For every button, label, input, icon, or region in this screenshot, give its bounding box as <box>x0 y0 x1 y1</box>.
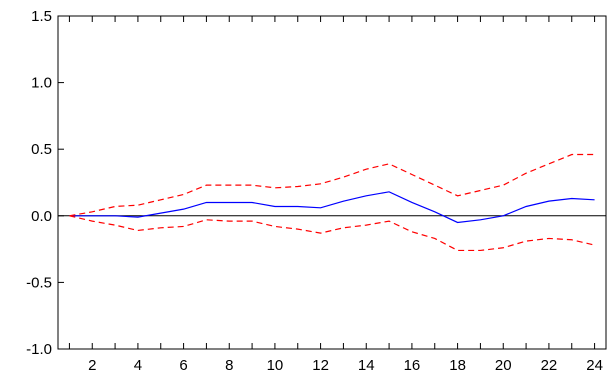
y-tick-label: 0.5 <box>31 141 52 158</box>
y-tick-label: 1.0 <box>31 75 52 92</box>
series-layer <box>69 153 595 252</box>
x-tick-label: 16 <box>404 357 421 374</box>
y-tick-label: 1.5 <box>31 8 52 25</box>
y-tick-label: 0.0 <box>31 208 52 225</box>
x-tick-label: 2 <box>88 357 96 374</box>
y-tick-label: -0.5 <box>26 274 52 291</box>
x-tick-label: 6 <box>179 357 187 374</box>
x-tick-label: 24 <box>586 357 603 374</box>
x-tick-label: 8 <box>225 357 233 374</box>
x-tick-label: 22 <box>541 357 558 374</box>
y-axis: 1.5 1.0 0.5 0.0 -0.5 -1.0 <box>26 8 64 358</box>
x-tick-label: 20 <box>495 357 512 374</box>
x-tick-label: 14 <box>358 357 375 374</box>
x-tick-label: 4 <box>134 357 142 374</box>
y-tick-label: -1.0 <box>26 341 52 358</box>
x-axis: 2 4 6 8 10 12 14 16 18 20 22 24 <box>68 16 603 374</box>
x-tick-label: 12 <box>312 357 329 374</box>
x-tick-label: 18 <box>449 357 466 374</box>
confidence-band-line-1 <box>69 153 595 217</box>
x-tick-label: 10 <box>267 357 284 374</box>
plot-frame <box>57 15 607 350</box>
response-line-0 <box>69 191 595 224</box>
